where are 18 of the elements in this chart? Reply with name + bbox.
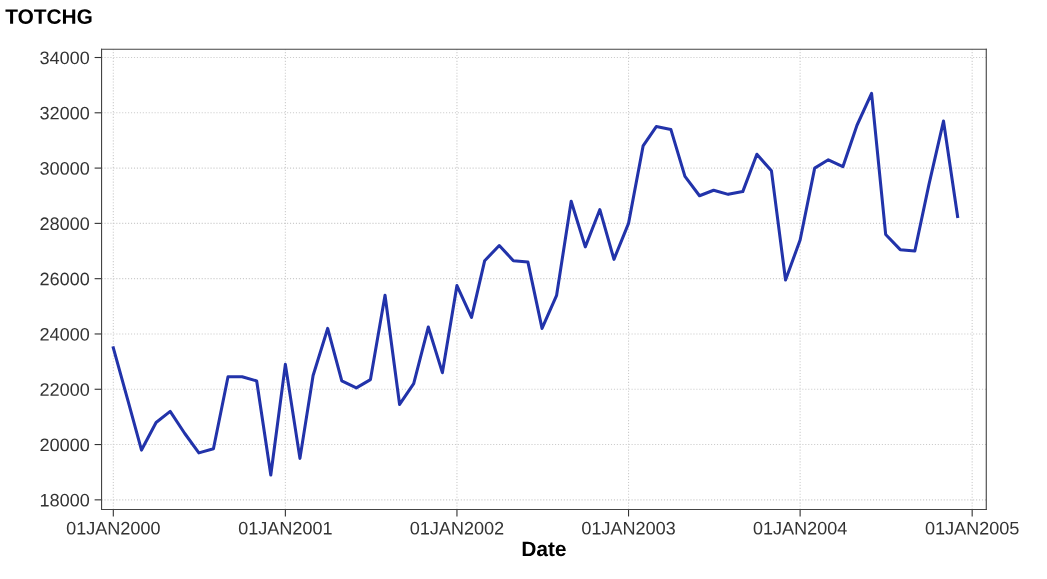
y-tick-label: 28000 (40, 217, 90, 231)
y-tick-label: 22000 (40, 383, 90, 396)
y-tick-label: 18000 (40, 493, 90, 507)
y-tick-label: 26000 (40, 272, 90, 286)
y-axis-title: TOTCHG (5, 9, 92, 24)
x-tick-label: 01JAN2000 (66, 521, 160, 535)
x-tick-label: 01JAN2002 (410, 521, 504, 535)
y-tick-label: 24000 (40, 327, 90, 341)
x-tick-label: 01JAN2003 (582, 521, 675, 535)
y-tick-label: 32000 (40, 106, 90, 120)
line-series (111, 91, 960, 477)
y-tick-label: 20000 (40, 438, 90, 452)
x-tick-label: 01JAN2001 (238, 521, 332, 535)
x-tick-label: 01JAN2005 (925, 521, 1019, 535)
x-tick-label: 01JAN2004 (753, 521, 847, 535)
x-axis-title: Date (522, 541, 566, 557)
y-tick-label: 30000 (40, 162, 90, 175)
y-tick-label: 34000 (40, 51, 90, 65)
